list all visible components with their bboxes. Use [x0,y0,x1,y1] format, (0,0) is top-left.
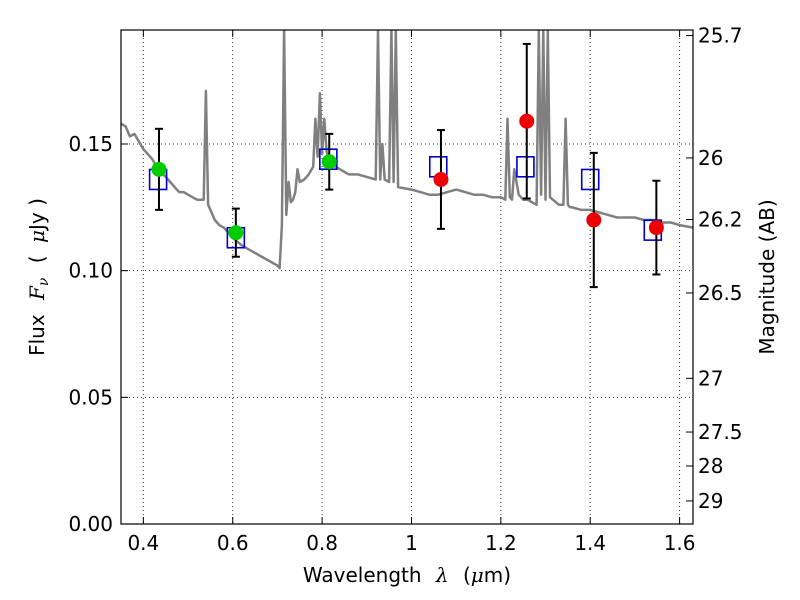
y-axis-title-text: Flux [25,314,49,356]
right-tick-label: 26.2 [698,207,743,231]
x-axis-title-mu: μ [471,563,484,587]
y-axis-title-unit-open: ( [25,255,49,263]
y-axis-title-symbol: F [25,285,49,301]
x-tick-label: 1 [405,531,418,555]
observed-nir-point [433,171,449,187]
x-axis-title-lambda: λ [435,563,449,587]
right-tick-label: 28 [698,454,723,478]
x-axis-title-unit-open: ( [463,563,471,587]
x-tick-label: 0.8 [306,531,338,555]
plot-area [121,30,693,289]
y-axis-title-unit: Jy ) [25,198,49,232]
axis-ticks: 0.4 0.6 0.8 1 1.2 1.4 1.6 0.00 0.05 0.10 0.15 25.7 2… [68,24,742,555]
plot-frame [120,29,694,525]
right-axis-title: Magnitude (AB) [755,199,779,354]
data-points [148,42,664,289]
right-tick-label: 25.7 [698,24,743,48]
right-tick-label: 27 [698,366,723,390]
y-tick-label: 0.05 [68,385,113,409]
x-tick-label: 1.4 [574,531,606,555]
y-axis-title: Flux Fν ( μJy ) [25,198,53,356]
x-tick-label: 0.4 [127,531,159,555]
observed-nir-point [586,212,602,228]
observed-optical-point [321,154,337,170]
right-tick-label: 26 [698,146,723,170]
x-axis-title: Wavelength λ (μm) [303,563,511,587]
gridlines [121,30,693,524]
y-axis-title-subscript: ν [36,277,52,286]
model-photometry-square [580,168,600,191]
y-tick-label: 0.00 [68,512,113,536]
observed-optical-point [228,225,244,241]
x-tick-label: 1.2 [485,531,517,555]
right-tick-label: 27.5 [698,420,743,444]
right-tick-label: 29 [698,489,723,513]
right-tick-label: 26.5 [698,281,743,305]
observed-nir-point [648,220,664,236]
model-photometry-square [516,156,535,178]
x-axis-title-unit: m) [484,563,511,587]
y-tick-label: 0.15 [68,132,113,156]
plot-background [121,30,693,524]
y-axis-title-mu: μ [25,230,49,243]
observed-optical-point [151,161,167,177]
observed-nir-point [519,113,535,129]
x-tick-label: 0.6 [217,531,249,555]
model-spectrum-line [121,30,693,270]
y-tick-label: 0.10 [68,259,113,283]
x-tick-label: 1.6 [664,531,696,555]
x-axis-title-text: Wavelength [303,563,422,587]
